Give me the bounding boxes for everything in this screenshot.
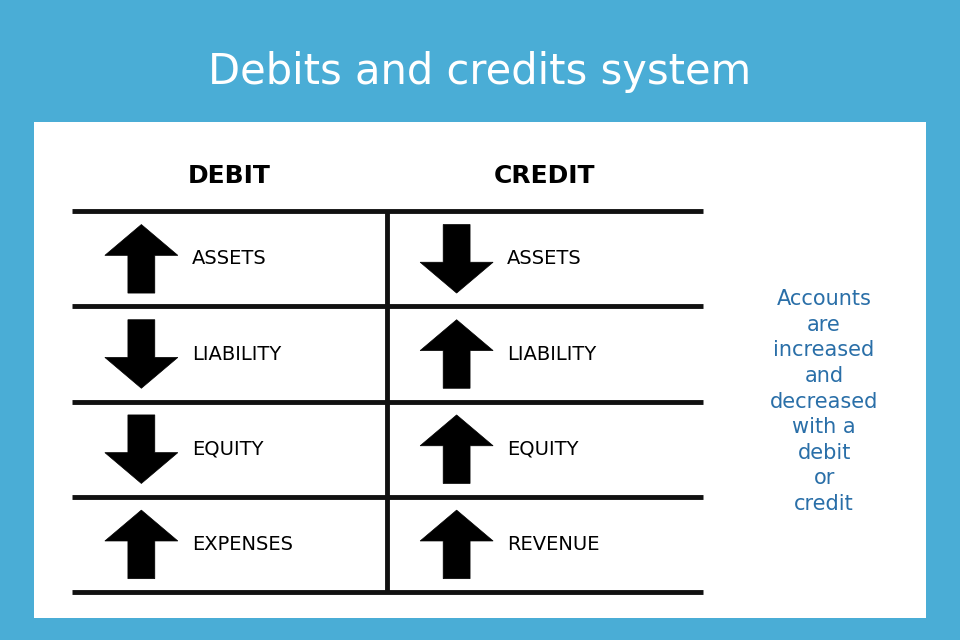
Text: Debits and credits system: Debits and credits system: [208, 51, 752, 93]
Polygon shape: [105, 510, 178, 579]
Polygon shape: [420, 320, 493, 388]
Polygon shape: [420, 415, 493, 483]
Bar: [0, 0, 960, 122]
Text: REVENUE: REVENUE: [507, 535, 600, 554]
Text: EXPENSES: EXPENSES: [192, 535, 293, 554]
Text: ASSETS: ASSETS: [507, 250, 582, 268]
Text: LIABILITY: LIABILITY: [192, 344, 281, 364]
Text: EQUITY: EQUITY: [192, 440, 263, 459]
Text: ASSETS: ASSETS: [192, 250, 267, 268]
Polygon shape: [105, 415, 178, 483]
Polygon shape: [105, 320, 178, 388]
Polygon shape: [420, 225, 493, 293]
Text: LIABILITY: LIABILITY: [507, 344, 596, 364]
Polygon shape: [105, 225, 178, 293]
Text: CREDIT: CREDIT: [494, 164, 595, 188]
Text: Accounts
are
increased
and
decreased
with a
debit
or
credit: Accounts are increased and decreased wit…: [770, 289, 878, 514]
Text: DEBIT: DEBIT: [188, 164, 271, 188]
Polygon shape: [420, 510, 493, 579]
Text: EQUITY: EQUITY: [507, 440, 579, 459]
